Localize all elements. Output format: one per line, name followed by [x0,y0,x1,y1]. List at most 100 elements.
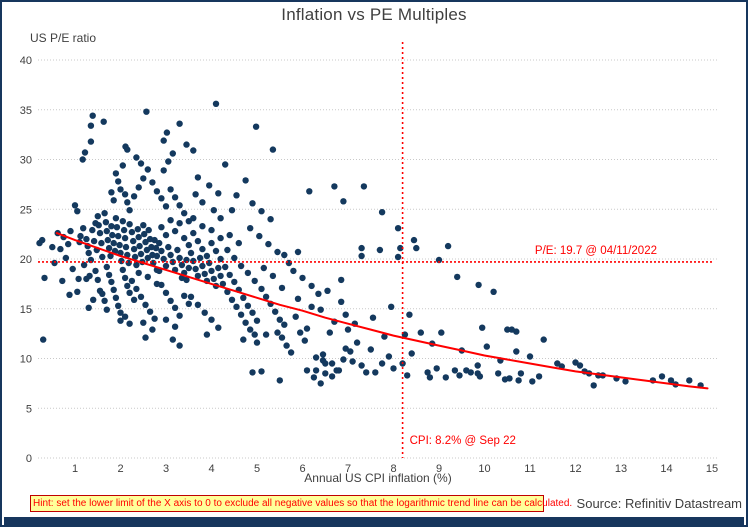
scatter-point [101,210,108,217]
scatter-point [110,239,117,247]
scatter-point [210,275,217,283]
scatter-point [156,239,163,247]
scatter-point [217,234,224,242]
scatter-point [390,365,397,372]
scatter-point [115,178,122,185]
scatter-point [185,218,192,225]
scatter-point [308,303,315,310]
scatter-point [269,272,277,280]
scatter-point [285,259,293,267]
scatter-point [151,236,158,244]
scatter-point [108,223,115,230]
scatter-point [249,369,256,376]
scatter-point [143,108,150,115]
scatter-point [203,252,211,260]
scatter-point [120,226,128,234]
scatter-point [242,319,249,326]
scatter-point [233,303,240,310]
scatter-point [358,362,365,369]
scatter-point [360,183,368,190]
scatter-point [110,197,117,204]
scatter-point [116,241,123,249]
scatter-point [99,253,106,261]
x-tick-label: 2 [117,463,123,475]
scatter-point [153,188,161,195]
scatter-point [167,297,174,304]
y-tick-label: 15 [20,304,32,316]
scatter-point [145,226,152,234]
y-tick-label: 20 [20,254,32,266]
scatter-point [353,339,361,346]
scatter-point [340,356,347,363]
scatter-point [231,254,238,262]
scatter-point [75,275,82,283]
scatter-point [417,329,424,336]
scatter-point [456,372,463,379]
x-tick-label: 12 [569,463,581,475]
scatter-point [372,369,379,376]
scatter-point [237,262,245,270]
scatter-point [192,191,199,198]
scatter-point [281,321,288,328]
scatter-point [658,373,666,380]
scatter-point [105,271,113,279]
scatter-point [349,358,356,365]
scatter-point [319,351,327,358]
scatter-point [347,348,354,355]
scatter-point [74,208,81,215]
scatter-point [158,195,165,202]
scatter-point [178,261,186,269]
scatter-point [253,317,261,324]
scatter-point [119,162,127,169]
scatter-point [199,245,206,253]
scatter-point [306,188,313,195]
y-tick-label: 35 [20,105,32,117]
scatter-point [476,373,484,380]
scatter-point [85,249,92,257]
scatter-point [315,290,322,297]
source-credit: Source: Refinitiv Datastream [576,496,742,511]
scatter-point [303,367,311,374]
scatter-point [576,362,584,369]
scatter-point [404,372,411,379]
scatter-point [103,306,111,313]
scatter-point [190,147,197,154]
scatter-point [358,252,365,260]
scatter-point [192,265,199,273]
scatter-point [117,186,124,193]
scatter-point [215,190,222,197]
x-axis-title: Annual US CPI inflation (%) [304,471,452,485]
scatter-point [342,311,349,318]
scatter-point [247,326,254,333]
scatter-point [59,277,66,285]
scatter-point [252,123,260,130]
x-tick-label: 3 [163,463,169,475]
scatter-point [242,177,249,184]
scatter-point [183,256,190,264]
scatter-point [133,261,140,269]
y-tick-label: 25 [20,204,32,216]
scatter-point [185,264,192,272]
scatter-point [231,278,238,286]
scatter-point [126,221,133,228]
scatter-point [153,252,161,260]
scatter-point [272,308,279,315]
scatter-point [292,313,299,320]
scatter-point [228,207,236,214]
bottom-bar [4,517,744,525]
scatter-point [303,325,311,332]
scatter-point [142,334,149,341]
scatter-point [176,220,183,227]
scatter-point [115,232,122,240]
scatter-point [167,251,174,259]
scatter-point [57,245,64,253]
hint-banner: Hint: set the lower limit of the X axis … [30,495,572,512]
scatter-point [130,237,137,245]
scatter-point [103,227,111,235]
scatter-point [212,100,220,108]
scatter-point [219,280,227,288]
scatter-point [169,336,176,343]
scatter-point [490,288,497,295]
